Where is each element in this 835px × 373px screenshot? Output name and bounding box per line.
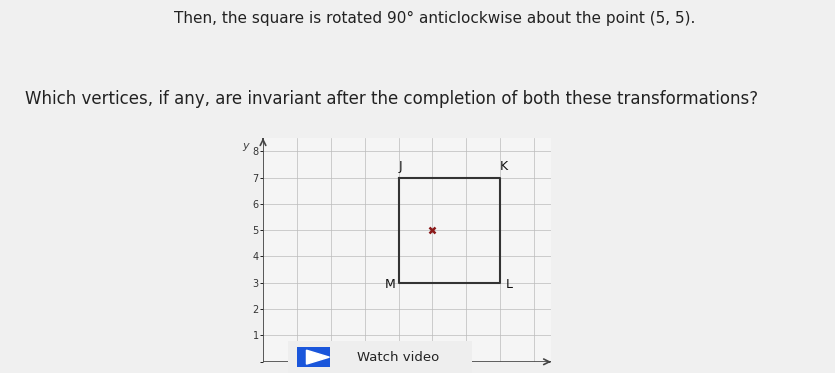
Text: Which vertices, if any, are invariant after the completion of both these transfo: Which vertices, if any, are invariant af… xyxy=(25,90,758,107)
Text: Then, the square is rotated 90° anticlockwise about the point (5, 5).: Then, the square is rotated 90° anticloc… xyxy=(174,11,695,26)
Text: x: x xyxy=(543,372,549,373)
FancyBboxPatch shape xyxy=(273,339,487,373)
Text: K: K xyxy=(499,160,508,173)
Text: Watch video: Watch video xyxy=(357,351,439,364)
Text: J: J xyxy=(398,160,402,173)
Text: M: M xyxy=(384,278,395,291)
FancyBboxPatch shape xyxy=(297,347,331,367)
Polygon shape xyxy=(306,350,329,364)
Text: L: L xyxy=(505,278,513,291)
Text: y: y xyxy=(243,141,250,151)
